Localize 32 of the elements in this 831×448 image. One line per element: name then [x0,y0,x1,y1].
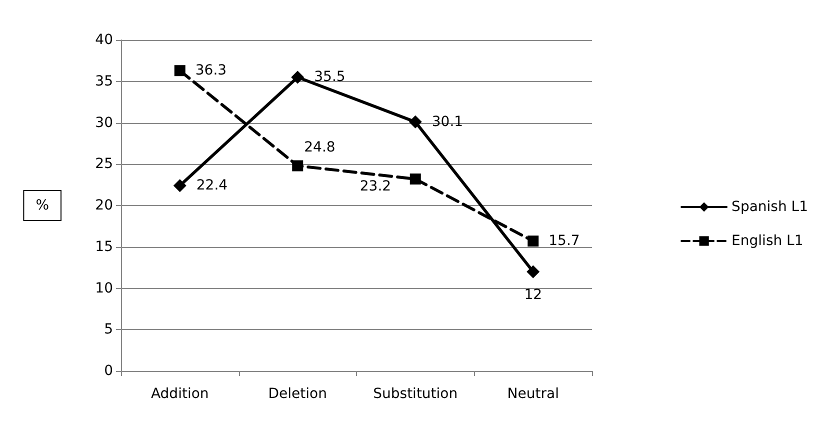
point [173,179,186,192]
data-label: 24.8 [304,139,336,156]
data-label: 23.2 [360,178,392,195]
y-tick-label: 15 [95,238,113,255]
x-tick-label: Substitution [373,386,458,402]
data-label: 35.5 [314,69,346,86]
point [528,236,539,247]
y-tick-label: 40 [95,32,113,48]
data-label: 22.4 [196,178,228,194]
y-tick-label: 20 [95,198,113,214]
legend-label: English L1 [732,233,804,249]
x-tick-label: Neutral [507,386,559,402]
data-label: 15.7 [548,233,580,250]
y-tick-label: 35 [95,73,113,90]
y-tick-label: 30 [95,114,113,131]
point [408,115,422,128]
point [526,265,540,278]
legend-label: Spanish L1 [732,199,808,215]
data-label: 12 [524,287,542,304]
data-label: 30.1 [432,114,464,130]
point [292,160,304,172]
y-tick-label: 5 [104,322,113,338]
x-tick-label: Deletion [268,386,327,402]
point [410,174,421,185]
y-tick-label: 25 [95,156,113,172]
y-axis-title: % [36,198,49,214]
y-tick-label: 0 [104,363,113,379]
x-tick-label: Addition [150,386,209,402]
data-label: 36.3 [195,62,227,79]
point [174,65,186,76]
y-tick-label: 10 [95,280,113,296]
point [291,70,304,84]
